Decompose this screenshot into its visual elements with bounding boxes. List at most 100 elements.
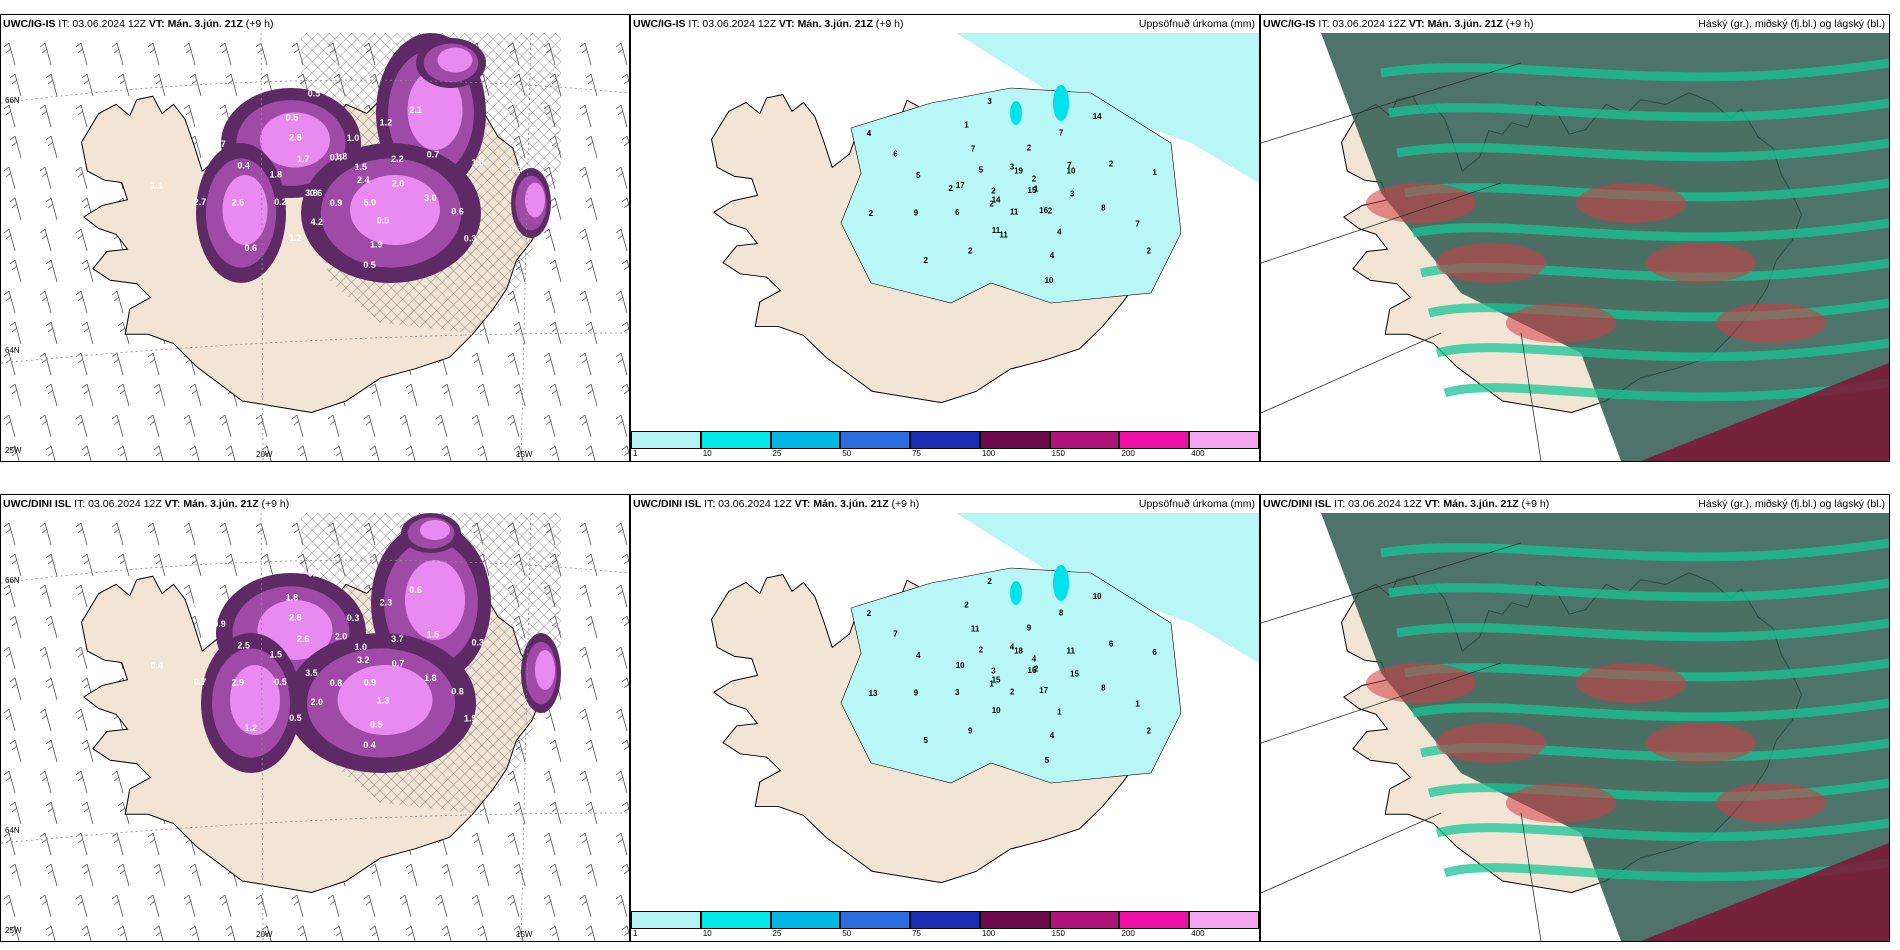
legend-tick-label: 100 [981,929,996,938]
wind-barb [405,383,418,407]
wind-barb [549,863,562,887]
wind-barb [39,414,52,438]
wind-barb [75,104,88,128]
precip-value-label: 4 [1057,228,1062,237]
precip-land-area [840,567,1182,784]
lead-time: (+9 h) [1521,498,1550,510]
gust-value-label: 0.4 [151,661,164,671]
wind-barb [117,553,130,577]
wind-map[interactable]: 66N 64N 25W 20W 15W 2.4 3.8 1.8 5.0 1.8 2.2 4.2 2.8 3… [1,33,629,461]
wind-barb [81,801,94,825]
gust-value-label: 2.3 [380,598,393,608]
precip-value-label: 2 [964,601,969,610]
precip-map[interactable]: 16 15 18 17 10 11 10 11 8 9 8 4 7 6 5 2 2 3 4 2 2 15 3 9 1 4 6 9 2 1 1… [631,513,1259,911]
wind-barb [75,228,88,252]
wind-barb [507,894,520,918]
wind-barb [585,73,598,97]
wind-barb [615,352,628,376]
precip-value-label: 11 [971,625,980,634]
wind-barb [615,832,628,856]
precip-value-label: 4 [1010,643,1015,652]
wind-barb [615,290,628,314]
wind-barb [297,445,308,461]
wind-barb [615,894,628,918]
precip-value-label: 1 [964,121,969,130]
cloud-map-svg [1261,513,1889,941]
wind-barb [549,445,560,461]
low-cloud-area [1436,243,1546,283]
gust-value-label: 0.3 [509,164,522,174]
wind-barb [111,522,124,546]
gust-value-label: 0.7 [427,150,440,160]
low-cloud-area [1716,303,1826,343]
wind-barb [117,925,128,941]
wind-barb [117,863,130,887]
legend-tick-label: 10 [702,449,712,458]
model-name: UWC/DINI ISL [1263,498,1332,510]
wind-barb [435,414,448,438]
gust-value-label: 1.0 [472,157,485,167]
wind-barb [363,414,376,438]
lead-time: (+9 h) [1505,18,1534,30]
wind-barb [585,677,598,701]
wind-barb [45,197,58,221]
wind-barb [585,259,598,283]
low-cloud-area [1436,723,1546,763]
low-cloud-area [1641,843,1889,941]
precip-value-label: 2 [987,577,992,586]
precip-value-label: 11 [999,231,1008,240]
wind-barb [621,73,629,85]
gust-value-label: 0.5 [286,112,299,122]
wind-barb [621,615,629,627]
wind-barb [615,584,628,608]
gust-value-label: 1.2 [380,118,393,128]
wind-barb [45,677,58,701]
precip-value-label: 10 [992,706,1001,715]
cloud-map-svg [1261,33,1889,461]
wind-barb [513,321,526,345]
precip-value-label: 15 [992,676,1001,685]
gust-value-label: 2.0 [311,697,324,707]
valid-time: VT: Mán. 3.jún. 21Z [164,498,259,510]
precip-value-label: 5 [1045,756,1050,765]
wind-barb [327,894,340,918]
wind-barb [579,832,592,856]
cloud-map[interactable] [1261,513,1889,941]
low-cloud-area [1641,363,1889,461]
wind-barb [579,166,592,190]
gust-value-label: 0.4 [330,153,343,163]
wind-barb [621,321,629,333]
wind-barb [579,522,592,546]
wind-barb [543,414,556,438]
wind-barb [9,197,22,221]
wind-barb [3,708,16,732]
wind-barb [3,290,16,314]
wind-barb [327,414,340,438]
axis-label-lon20: 20W [256,930,273,939]
precip-map[interactable]: 15 14 19 16 17 10 11 7 8 9 7 4 6 1 2 3 2 2 2 11 5 3 6 2 4 5 2 2 1 7 2 1… [631,33,1259,431]
wind-barb [405,925,416,941]
wind-barb [363,894,376,918]
gust-area-light [525,182,545,218]
wind-barb [543,290,556,314]
gust-value-label: 1.5 [427,630,440,640]
wind-barb [255,894,268,918]
wind-barb [75,166,88,190]
mid-cloud-band [1388,98,1889,122]
wind-barb [333,445,344,461]
gust-value-label: 0.7 [194,677,207,687]
precip-value-label: 1 [1152,168,1157,177]
wind-barb [579,290,592,314]
wind-barb [75,584,88,608]
wind-barb [9,739,22,763]
wind-barb [621,135,629,147]
cloud-map[interactable] [1261,33,1889,461]
wind-barb [117,445,128,461]
wind-map[interactable]: 66N 64N 25W 20W 15W 3.2 3.5 2.0 0.9 1.5 3.7 2.0 2.6 1… [1,513,629,941]
init-time: IT: 03.06.2024 12Z [1334,498,1422,510]
precip-value-label: 1 [1057,708,1062,717]
gust-value-label: 0.2 [274,197,287,207]
wind-barb [45,135,58,159]
wind-barb [189,925,200,941]
wind-barb [585,445,596,461]
